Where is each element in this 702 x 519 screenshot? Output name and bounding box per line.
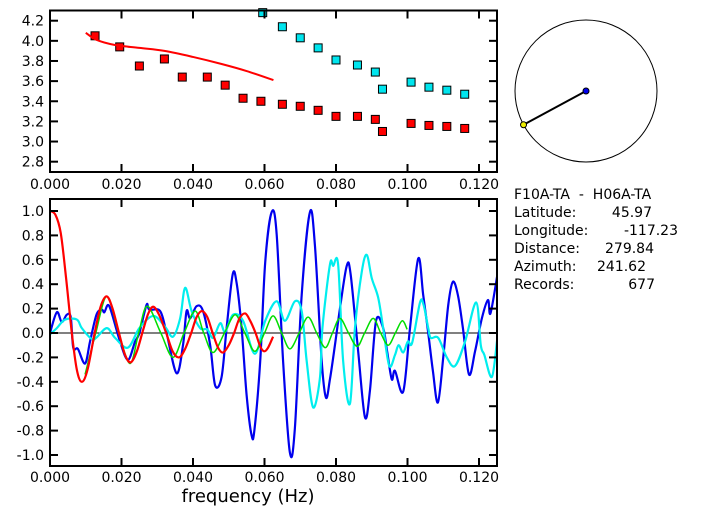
data-point [295,101,305,111]
y-tick-label: 0.0 [22,326,44,342]
y-tick-label: 1.0 [22,204,44,220]
x-tick-label: 0.000 [30,470,70,486]
azimuth-value: 241.62 [597,259,646,275]
data-point [460,123,470,133]
y-tick-label: 3.8 [22,54,44,70]
latitude-value: 45.97 [612,205,652,221]
x-tick-label: 0.120 [459,177,499,193]
station-info: F10A-TA - H06A-TA Latitude: 45.97 Longit… [514,187,678,293]
data-point [202,72,212,82]
y-tick-label: 3.0 [22,135,44,151]
data-point [370,67,380,77]
station-marker [520,121,528,129]
model-dispersion-curve [85,31,274,82]
map-circle [514,19,658,163]
correlation-plot: 0.000 0.020 0.040 0.060 0.080 0.100 0.120 1.0 0.… [17,198,499,486]
x-tick-label: 0.060 [244,177,284,193]
x-tick-label: 0.020 [101,470,141,486]
data-point [256,96,266,106]
data-point [406,118,416,128]
x-tick-label: 0.000 [30,177,70,193]
data-point [258,8,268,18]
y-tick-label: -0.8 [17,424,44,440]
y-tick-label: 0.8 [22,228,44,244]
longitude-value: -117.23 [624,223,678,239]
x-tick-label: 0.100 [387,470,427,486]
data-point [406,77,416,87]
x-tick-label: 0.080 [316,177,356,193]
azimuth-label: Azimuth: [514,259,576,275]
data-point [424,82,434,92]
y-tick-label: 0.4 [22,277,44,293]
x-axis-label: frequency (Hz) [181,486,314,507]
x-tick-label: 0.040 [173,470,213,486]
data-point [331,55,341,65]
data-point [424,120,434,130]
data-point [331,111,341,121]
distance-value: 279.84 [605,241,654,257]
data-point [177,72,187,82]
x-tick-label: 0.020 [101,177,141,193]
x-tick-label: 0.080 [316,470,356,486]
data-point [352,111,362,121]
x-tick-label: 0.060 [244,470,284,486]
data-point [377,84,387,94]
series-line [50,209,275,383]
data-point [159,54,169,64]
y-tick-label: 3.6 [22,74,44,90]
y-tick-label: 0.6 [22,253,44,269]
data-point [277,22,287,32]
data-point [295,33,305,43]
records-label: Records: [514,277,574,293]
data-point [460,89,470,99]
data-point [352,60,362,70]
y-tick-label: -0.4 [17,375,44,391]
distance-label: Distance: [514,241,580,257]
data-point [377,126,387,136]
y-tick-label: -1.0 [17,448,44,464]
data-point [370,114,380,124]
station-pair-title: F10A-TA - H06A-TA [514,187,652,203]
records-value: 677 [628,277,655,293]
longitude-label: Longitude: [514,223,588,239]
series-line [50,209,497,459]
center-marker [582,87,590,95]
y-tick-label: -0.2 [17,350,44,366]
plot-frame [49,9,498,173]
data-point [442,121,452,131]
y-tick-label: -0.6 [17,399,44,415]
series-line [84,295,408,375]
y-tick-label: 3.4 [22,94,44,110]
y-tick-label: 3.2 [22,114,44,130]
y-tick-label: 4.0 [22,34,44,50]
path-line [523,90,587,126]
data-point [313,105,323,115]
data-point [134,61,144,71]
x-tick-label: 0.040 [173,177,213,193]
latitude-label: Latitude: [514,205,576,221]
x-tick-label: 0.100 [387,177,427,193]
x-tick-label: 0.120 [459,470,499,486]
y-tick-label: 0.2 [22,302,44,318]
location-map [514,19,658,163]
y-tick-label: 4.2 [22,14,44,30]
dispersion-plot: 0.000 0.020 0.040 0.060 0.080 0.100 0.120 2.8 3.… [22,8,499,193]
data-point [313,43,323,53]
y-tick-label: 2.8 [22,155,44,171]
data-point [220,80,230,90]
data-point [442,85,452,95]
data-point [238,93,248,103]
data-point [277,99,287,109]
